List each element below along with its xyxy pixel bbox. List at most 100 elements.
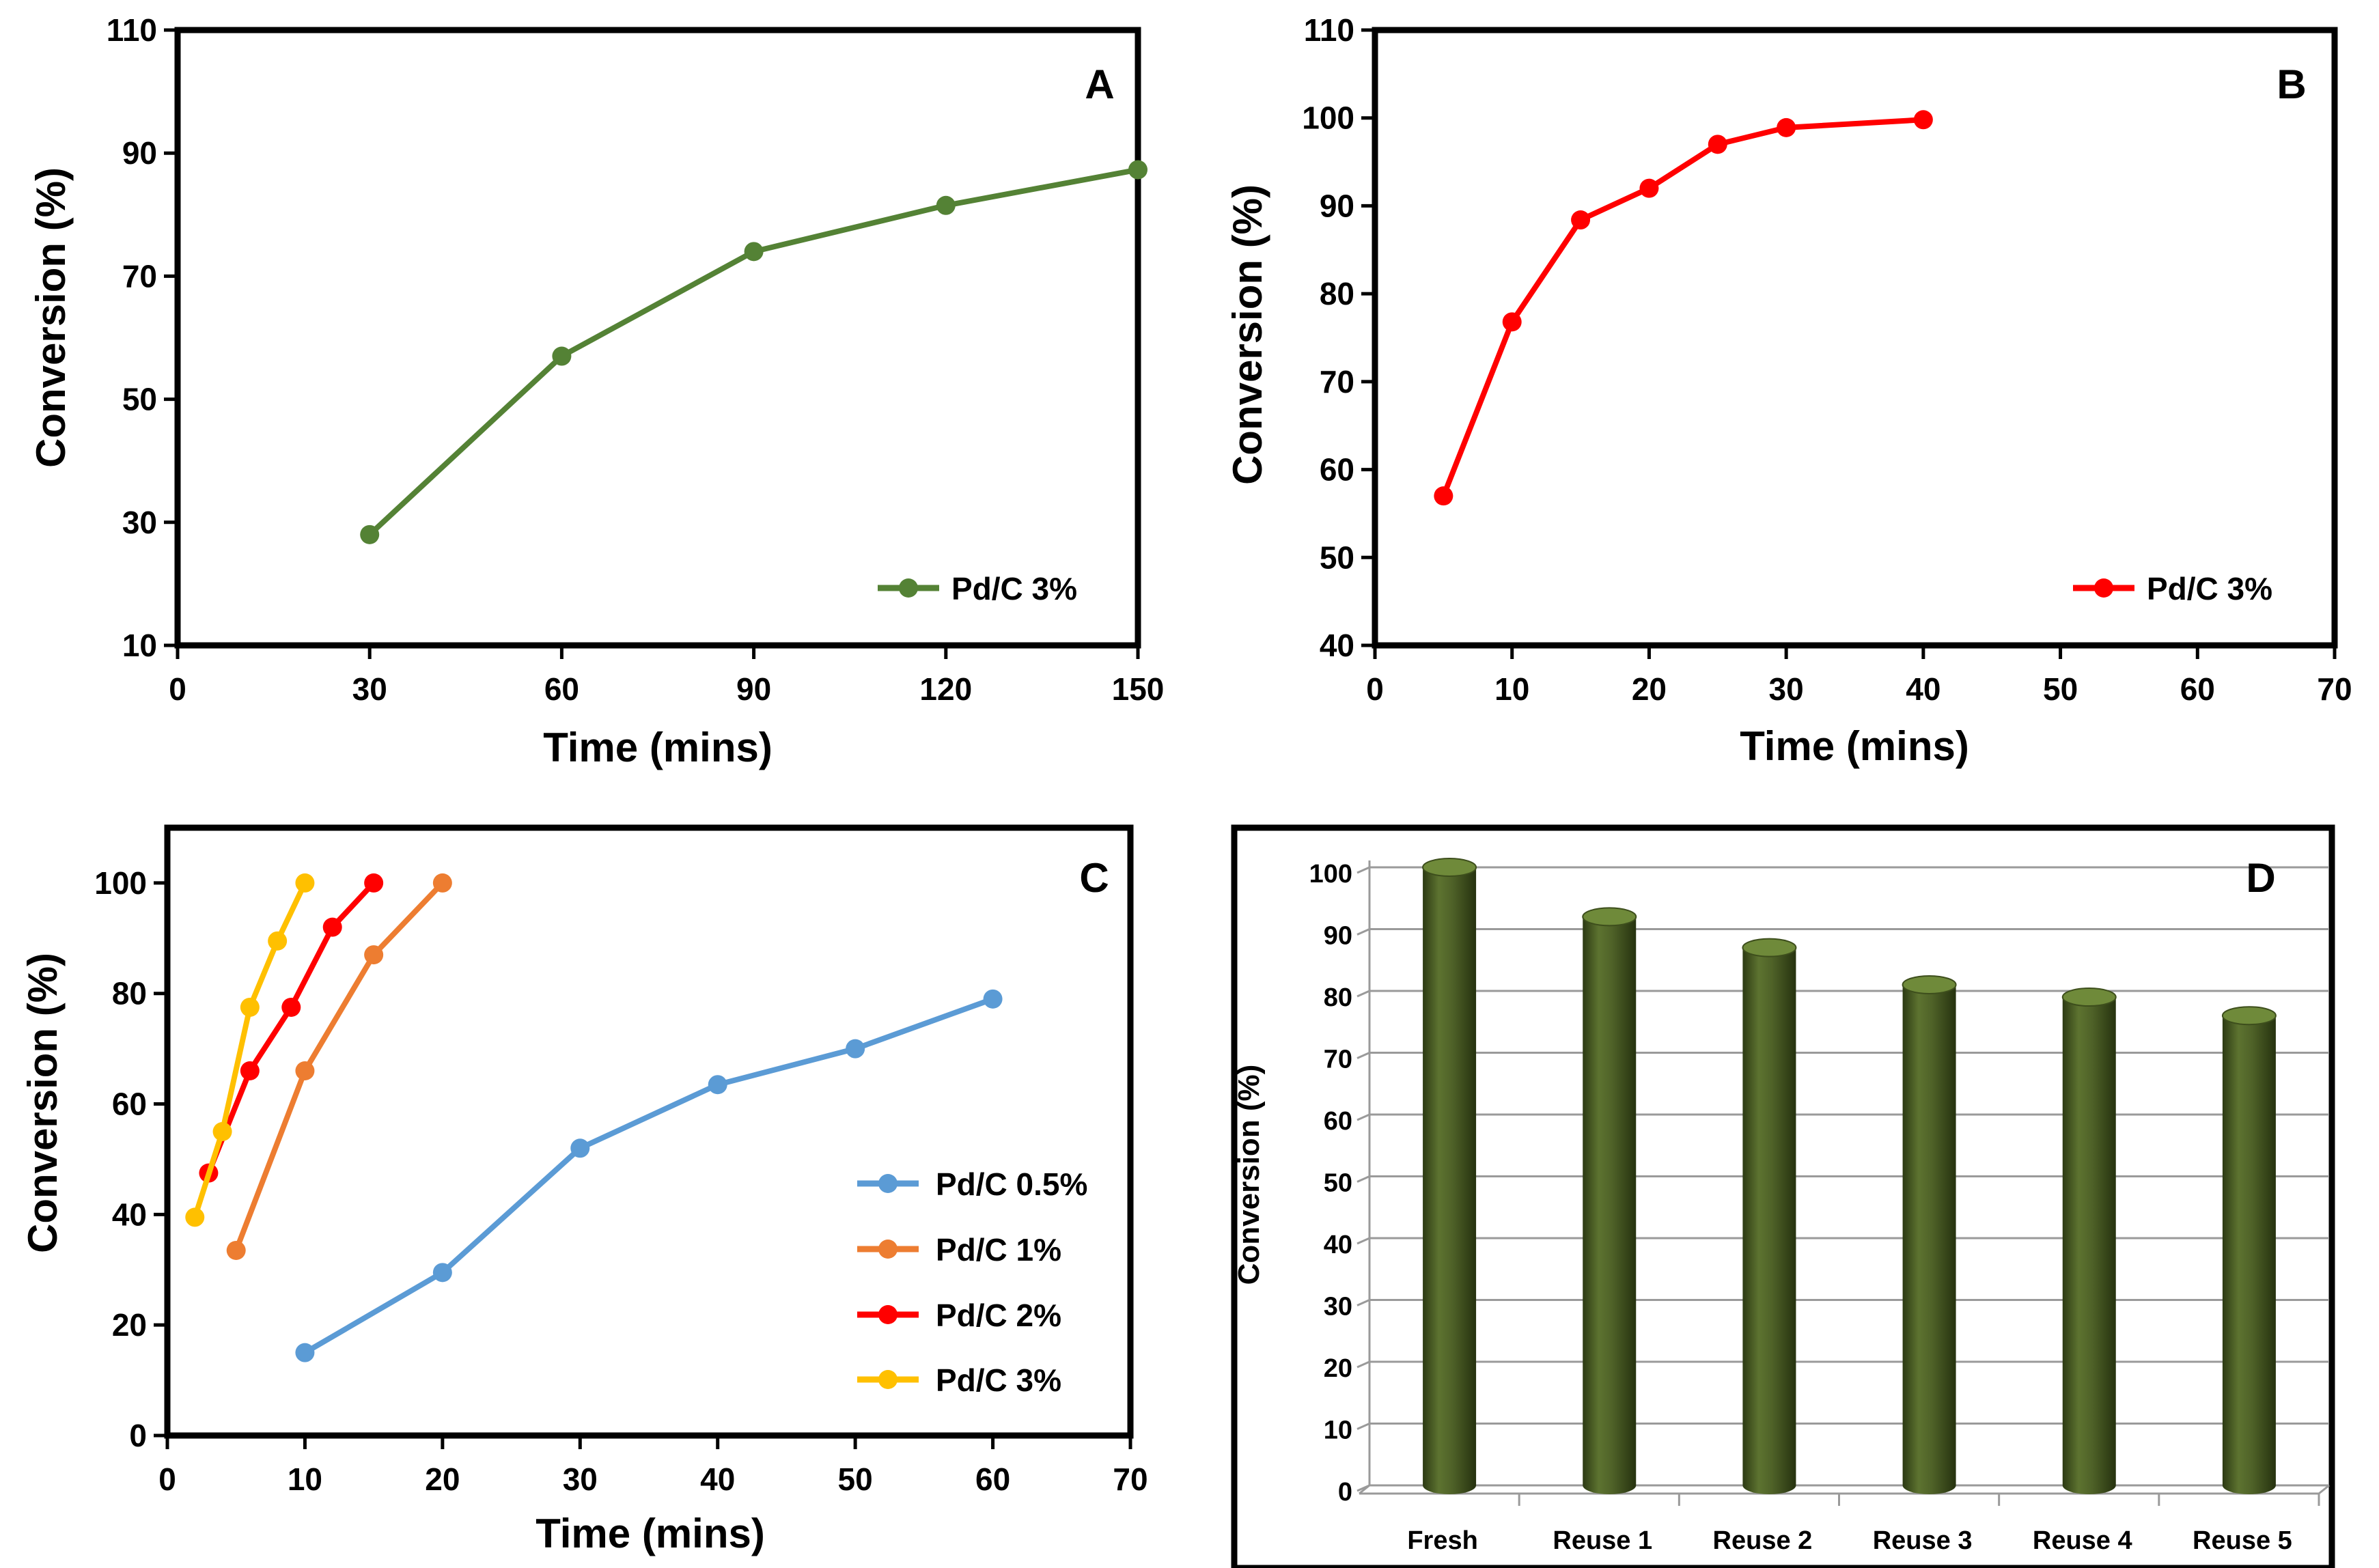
panel-a-xtick-label: 60 <box>544 671 579 707</box>
panel-b-xtick-label: 0 <box>1366 671 1384 707</box>
panel-c-series-line <box>303 996 994 1356</box>
panel-c-plot-border <box>164 824 1134 1439</box>
panel-d-category-label: Reuse 4 <box>2033 1526 2132 1555</box>
panel-c-xtick-label: 50 <box>838 1461 873 1497</box>
panel-d-category-label: Reuse 1 <box>1553 1526 1652 1555</box>
panel-c-data-point <box>432 1263 452 1283</box>
panel-d-bar-top <box>2061 988 2117 1007</box>
panel-c-data-point <box>364 945 384 965</box>
panel-a-series-line <box>367 167 1139 537</box>
panel-c-legend-marker <box>878 1240 898 1259</box>
panel-d-ytick-label: 100 <box>1309 860 1352 888</box>
panel-a: 10 30 50 70 90 110 0 30 60 90 120 150 A Time (mins… <box>28 12 1164 770</box>
panel-a-xtick-label: 0 <box>169 671 186 707</box>
panel-d-bar-body <box>2062 997 2116 1494</box>
panel-a-ytick-label: 70 <box>122 258 157 294</box>
panel-a-xtick-label: 90 <box>736 671 771 707</box>
panel-d-bar-top <box>2221 1006 2277 1026</box>
panel-b-xtick-label: 40 <box>1906 671 1940 707</box>
panel-b-xtick-label: 70 <box>2317 671 2352 707</box>
panel-c-xtick-label: 20 <box>425 1461 460 1497</box>
panel-c-xtick-label: 70 <box>1113 1461 1147 1497</box>
panel-c-xtick-label: 30 <box>563 1461 598 1497</box>
panel-d-ytick-label: 40 <box>1324 1231 1352 1259</box>
panel-d-y-axis-label: Conversion (%) <box>1232 1065 1266 1285</box>
panel-c-y-axis-label: Conversion (%) <box>20 953 66 1253</box>
panel-c-ytick-label: 20 <box>112 1307 147 1343</box>
panel-c-data-point <box>295 873 315 893</box>
panel-b-xtick-label: 30 <box>1769 671 1804 707</box>
panel-d-bar-body <box>1742 947 1796 1494</box>
panel-a-xtick-label: 150 <box>1112 671 1165 707</box>
panel-c-series <box>185 873 1003 1362</box>
panel-d-ytick-label: 50 <box>1324 1169 1352 1198</box>
panel-b-data-point <box>1777 117 1796 137</box>
panel-b-title: B <box>2277 61 2306 107</box>
panel-d-ytick-mark <box>1357 1237 1370 1245</box>
panel-d-ytick-label: 20 <box>1324 1354 1352 1383</box>
panel-d-bar-body <box>1423 867 1477 1494</box>
panel-c-series-line <box>206 881 376 1175</box>
panel-d-bar-top <box>1582 907 1637 927</box>
panel-c-data-point <box>226 1240 246 1260</box>
panel-b-ytick-label: 50 <box>1320 540 1354 575</box>
panel-c-ytick-label: 80 <box>112 976 147 1011</box>
panel-c-legend-marker <box>878 1174 898 1193</box>
panel-c-ytick-label: 0 <box>129 1418 147 1453</box>
panel-d-ytick-mark <box>1357 1360 1370 1369</box>
panel-c: 0 20 40 60 80 100 0 10 20 30 40 50 60 70 C Time (min… <box>20 824 1148 1556</box>
panel-c-xtick-label: 0 <box>158 1461 176 1497</box>
panel-d-category-label: Fresh <box>1407 1526 1477 1555</box>
panel-a-ytick-label: 50 <box>122 382 157 417</box>
panel-d-bar-top <box>1742 938 1797 957</box>
panel-d-bar-body <box>1583 916 1637 1494</box>
panel-a-ytick-label: 30 <box>122 505 157 540</box>
panel-d-category-label: Reuse 5 <box>2193 1526 2292 1555</box>
panel-c-data-point <box>212 1122 232 1141</box>
panel-a-ytick-label: 10 <box>122 628 157 663</box>
panel-a-ytick-label: 110 <box>107 12 157 48</box>
panel-c-data-point <box>295 1061 315 1080</box>
panel-c-data-point <box>708 1075 727 1095</box>
panel-d: 0 10 20 30 40 50 60 70 80 90 100 Fresh Reuse 1 Reuse… <box>1231 824 2335 1568</box>
panel-d-y-axis-line <box>1359 1484 1370 1495</box>
panel-c-data-point <box>983 989 1003 1009</box>
panel-c-data-point <box>322 917 342 937</box>
panel-d-bar <box>1582 907 1637 1494</box>
panel-d-category-label: Reuse 2 <box>1713 1526 1813 1555</box>
panel-c-data-point <box>240 997 260 1017</box>
panel-c-data-point <box>570 1138 590 1158</box>
panel-c-data-point <box>846 1039 865 1059</box>
panel-b-x-axis-label: Time (mins) <box>1740 723 1969 769</box>
panel-b-data-point <box>1502 312 1522 332</box>
panel-d-bar-top <box>1422 858 1477 877</box>
panel-b-data-point <box>1639 178 1659 198</box>
panel-b-xtick-label: 20 <box>1632 671 1667 707</box>
panel-c-legend-label: Pd/C 3% <box>936 1362 1061 1398</box>
panel-d-ytick-mark <box>1357 1052 1370 1059</box>
panel-c-legend: Pd/C 0.5% Pd/C 1% Pd/C 2% Pd/C 3% <box>857 1166 1087 1398</box>
panel-d-bar <box>1742 938 1797 1494</box>
panel-b-data-point <box>1913 110 1933 130</box>
panel-a-ytick-labels: 10 30 50 70 90 110 <box>107 12 157 663</box>
panel-a-data-point <box>1128 160 1147 180</box>
panel-d-ytick-mark <box>1357 1175 1370 1183</box>
panel-d-axes <box>1357 860 2330 1506</box>
panel-c-xtick-label: 40 <box>700 1461 735 1497</box>
panel-d-category-label: Reuse 3 <box>1873 1526 1973 1555</box>
panel-c-xtick-label: 10 <box>288 1461 322 1497</box>
panel-b-xtick-labels: 0 10 20 30 40 50 60 70 <box>1366 671 2352 707</box>
panel-d-ytick-label: 30 <box>1324 1293 1352 1321</box>
panel-b-data-point <box>1571 210 1591 230</box>
panel-d-ytick-label: 70 <box>1324 1046 1352 1074</box>
panel-b-ytick-label: 100 <box>1302 100 1354 136</box>
panel-b: 40 50 60 70 80 90 100 110 0 10 20 30 40 50 60 70 B Tim… <box>1225 12 2352 769</box>
panel-d-bar-top <box>1902 975 1957 994</box>
panel-c-data-point <box>432 873 452 893</box>
panel-c-data-point <box>281 997 301 1017</box>
panel-c-title: C <box>1079 855 1109 901</box>
panel-c-data-point <box>185 1207 205 1227</box>
panel-d-bar <box>2061 988 2117 1494</box>
panel-b-data-point <box>1708 135 1727 154</box>
